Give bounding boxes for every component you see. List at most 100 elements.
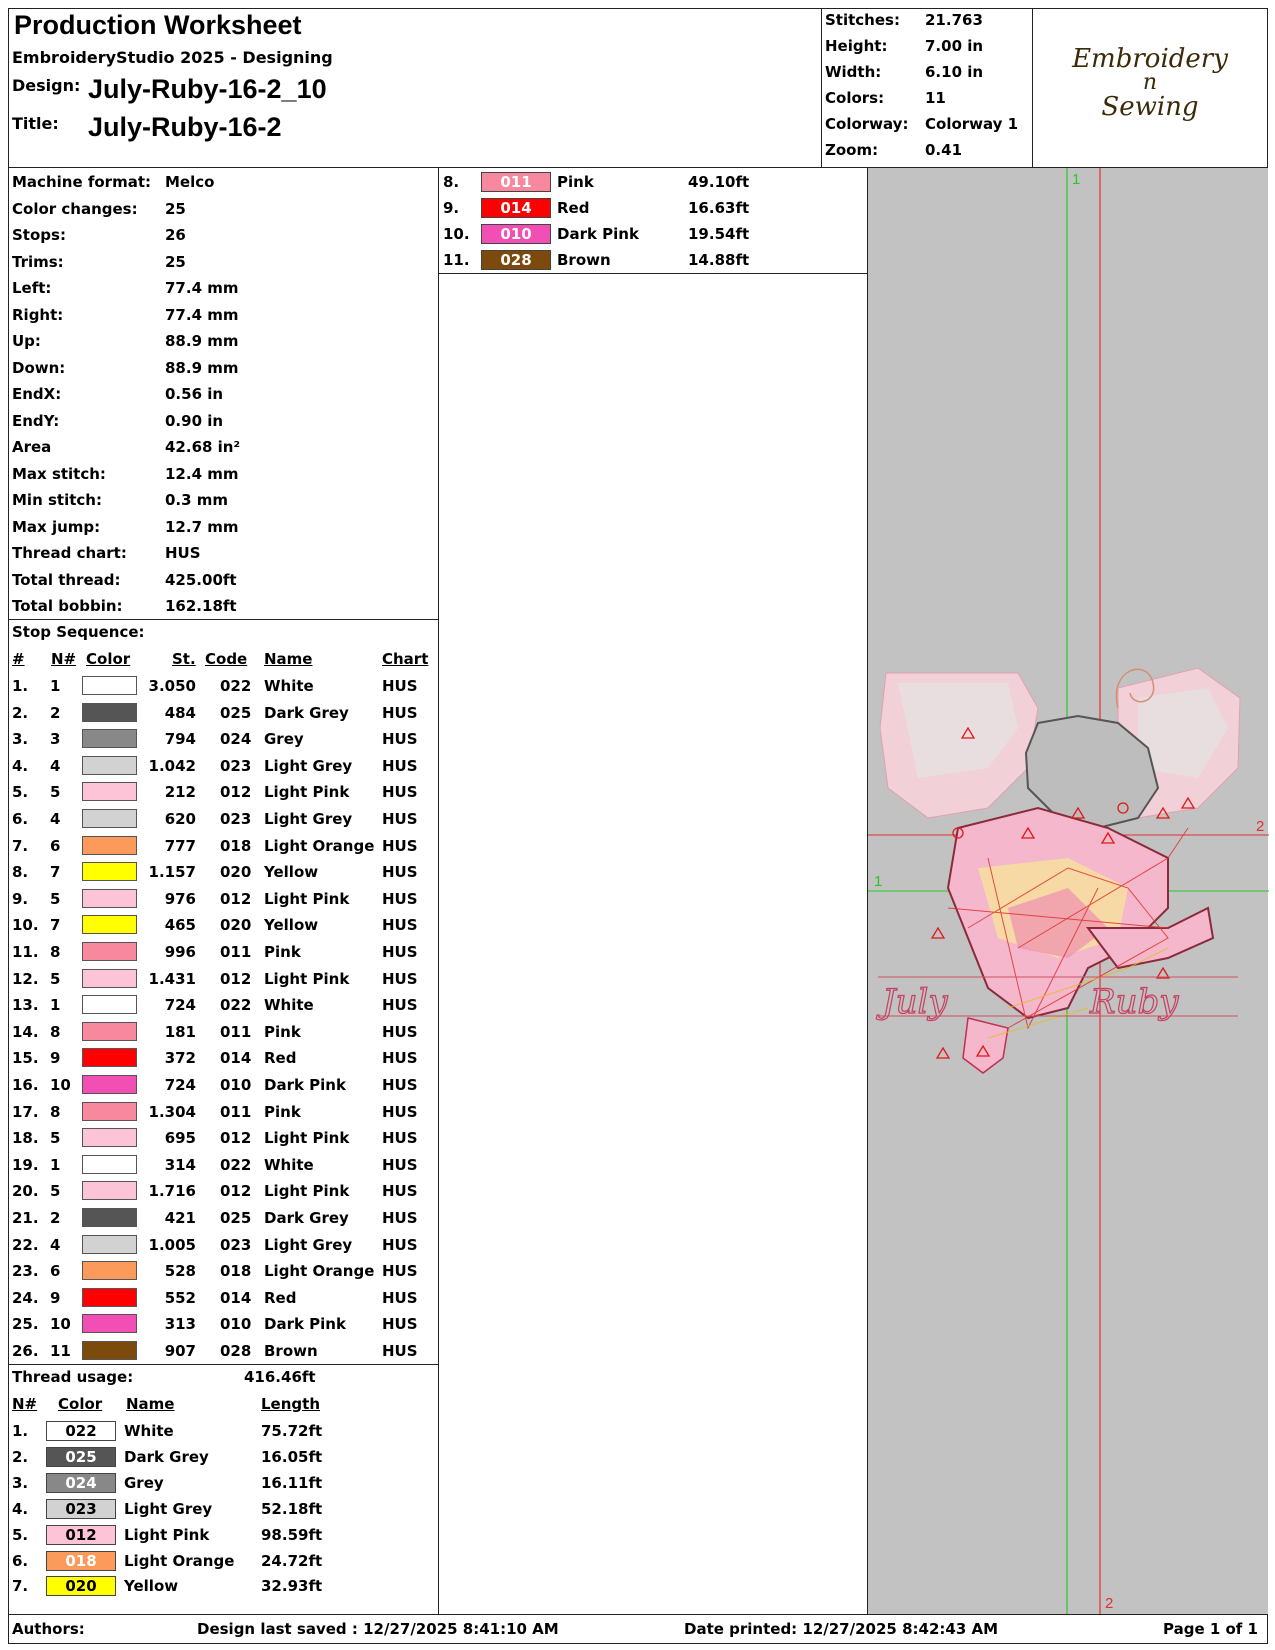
machine-value: 12.4 mm — [165, 464, 239, 483]
machine-label: Max jump: — [12, 517, 101, 536]
stop-code: 012 — [220, 1182, 252, 1201]
thread-name: Light Grey — [124, 1499, 213, 1518]
stop-num: 17. — [12, 1102, 39, 1121]
logo-line-1: Embroidery — [1072, 44, 1228, 74]
thread-name: Dark Pink — [557, 224, 639, 243]
stop-row: 2. 2 484 025 Dark Grey HUS — [12, 700, 437, 727]
thread-color-swatch: 028 — [481, 249, 551, 270]
stop-chart: HUS — [382, 889, 418, 908]
stop-num: 13. — [12, 996, 39, 1015]
stop-num: 19. — [12, 1155, 39, 1174]
machine-label: Color changes: — [12, 199, 138, 218]
stop-stitches: 372 — [164, 1049, 196, 1068]
thread-row: 5. 012 Light Pink 98.59ft — [12, 1522, 437, 1549]
machine-label: Total bobbin: — [12, 597, 123, 615]
machine-row: Total bobbin: 162.18ft — [12, 593, 437, 620]
thread-length: 16.63ft — [688, 198, 750, 217]
machine-row: Down: 88.9 mm — [12, 355, 437, 382]
stop-stitches: 3.050 — [148, 677, 196, 695]
thread-row: 8. 011 Pink 49.10ft — [443, 169, 863, 196]
thread-number: 3. — [12, 1473, 29, 1492]
hair — [1024, 714, 1160, 830]
thread-length: 24.72ft — [261, 1551, 323, 1570]
stop-needle: 8 — [50, 1022, 61, 1041]
stop-name: Light Grey — [264, 756, 353, 775]
machine-value: 88.9 mm — [165, 358, 239, 377]
thread-usage-table: 1. 022 White 75.72ft 2. 025 Dark Grey 16.05ft 3.… — [12, 1418, 437, 1614]
stop-color-swatch — [82, 1128, 137, 1148]
stop-chart: HUS — [382, 996, 418, 1015]
stop-code: 011 — [220, 943, 252, 961]
stop-row: 21. 2 421 025 Dark Grey HUS — [12, 1205, 437, 1232]
stop-code: 028 — [220, 1342, 252, 1360]
stop-name: Yellow — [264, 916, 319, 935]
stop-code: 020 — [220, 916, 252, 935]
stop-chart: HUS — [382, 1022, 418, 1041]
summary-colorway-value: Colorway 1 — [925, 115, 1019, 133]
stop-needle: 5 — [50, 889, 61, 908]
stop-stitches: 484 — [164, 703, 196, 722]
stop-name: Light Orange — [264, 1262, 375, 1281]
stop-row: 25. 10 313 010 Dark Pink HUS — [12, 1311, 437, 1338]
stop-color-swatch — [82, 755, 137, 775]
stop-head-code: Code — [205, 650, 248, 668]
thread-usage-title: Thread usage: — [12, 1368, 134, 1386]
machine-label: Max stitch: — [12, 464, 106, 483]
machine-label: Area — [12, 438, 52, 456]
stop-name: White — [264, 996, 314, 1015]
stop-needle: 4 — [50, 1235, 61, 1254]
thread-head-color: Color — [58, 1395, 103, 1413]
stop-num: 22. — [12, 1235, 39, 1254]
machine-row: EndX: 0.56 in — [12, 381, 437, 408]
stop-name: Light Pink — [264, 969, 350, 988]
stop-stitches: 1.157 — [148, 863, 196, 882]
stop-num: 16. — [12, 1076, 39, 1094]
summary-colorway-label: Colorway: — [825, 115, 909, 133]
stop-stitches: 1.304 — [148, 1102, 196, 1121]
stop-needle: 1 — [50, 996, 61, 1015]
stop-name: Light Pink — [264, 1182, 350, 1201]
machine-value: 42.68 in² — [165, 438, 241, 456]
thread-number: 9. — [443, 198, 460, 217]
stop-row: 6. 4 620 023 Light Grey HUS — [12, 806, 437, 833]
thread-name: Brown — [557, 250, 611, 269]
stop-color-swatch — [82, 942, 137, 961]
stop-color-swatch — [82, 1048, 137, 1068]
axis-label-left: 1 — [874, 873, 882, 890]
stop-code: 022 — [220, 1155, 252, 1174]
stop-chart: HUS — [382, 1076, 418, 1094]
stop-num: 25. — [12, 1315, 39, 1334]
thread-number: 10. — [443, 224, 470, 243]
thread-color-swatch: 014 — [481, 197, 551, 218]
stop-code: 014 — [220, 1288, 252, 1307]
stop-code: 022 — [220, 996, 252, 1015]
thread-length: 32.93ft — [261, 1577, 323, 1596]
stop-stitches: 1.716 — [148, 1182, 196, 1201]
stop-stitches: 1.431 — [148, 969, 196, 988]
stop-needle: 1 — [50, 677, 61, 695]
middle-thread-box — [438, 167, 868, 274]
machine-label: Trims: — [12, 252, 64, 271]
thread-row: 9. 014 Red 16.63ft — [443, 195, 863, 222]
stop-color-swatch — [82, 1075, 137, 1094]
machine-value: 0.56 in — [165, 385, 224, 403]
footer-date-printed: Date printed: 12/27/2025 8:42:43 AM — [684, 1620, 999, 1638]
stop-name: Brown — [264, 1342, 318, 1360]
thread-row: 10. 010 Dark Pink 19.54ft — [443, 221, 863, 248]
summary-width-value: 6.10 in — [925, 63, 984, 81]
stop-color-swatch — [82, 1261, 137, 1281]
stop-head-name: Name — [264, 650, 313, 668]
machine-value: Melco — [165, 173, 215, 191]
machine-row: Right: 77.4 mm — [12, 302, 437, 329]
thread-color-swatch: 010 — [481, 223, 551, 244]
machine-value: HUS — [165, 544, 201, 562]
stop-color-swatch — [82, 835, 137, 855]
stop-row: 10. 7 465 020 Yellow HUS — [12, 912, 437, 939]
embroidery-artwork: July Ruby — [875, 667, 1241, 1074]
stop-num: 18. — [12, 1129, 39, 1148]
stop-name: Dark Pink — [264, 1315, 346, 1334]
stop-chart: HUS — [382, 836, 418, 855]
stop-row: 13. 1 724 022 White HUS — [12, 992, 437, 1019]
machine-value: 88.9 mm — [165, 332, 239, 350]
stop-stitches: 907 — [164, 1342, 196, 1360]
